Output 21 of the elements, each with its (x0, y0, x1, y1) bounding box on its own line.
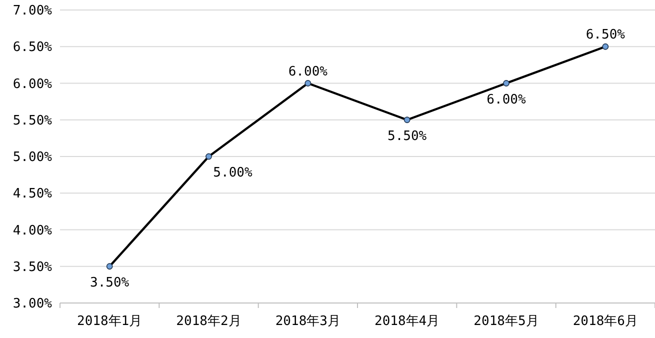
y-tick-label: 7.00% (12, 4, 52, 19)
x-tick-label: 2018年5月 (474, 314, 539, 329)
y-tick-label: 4.50% (12, 186, 52, 202)
y-tick-label: 6.00% (12, 76, 52, 92)
x-tick-label: 2018年1月 (77, 314, 142, 329)
data-label: 6.00% (486, 92, 526, 108)
y-tick-label: 5.50% (12, 113, 52, 128)
data-label: 6.50% (586, 28, 626, 43)
x-tick-label: 2018年6月 (572, 314, 638, 329)
y-tick-label: 4.00% (12, 223, 52, 238)
x-tick-label: 2018年4月 (374, 314, 440, 329)
y-tick-label: 3.00% (12, 296, 52, 312)
y-tick-label: 6.50% (12, 40, 52, 56)
data-label: 3.50% (90, 275, 130, 290)
data-label: 5.00% (213, 166, 252, 180)
data-label: 5.50% (388, 128, 427, 144)
x-tick-label: 2018年3月 (275, 314, 340, 329)
y-tick-label: 5.00% (12, 150, 52, 166)
y-tick-label: 3.50% (12, 260, 52, 275)
data-label: 6.00% (288, 64, 328, 80)
x-tick-label: 2018年2月 (176, 314, 242, 329)
